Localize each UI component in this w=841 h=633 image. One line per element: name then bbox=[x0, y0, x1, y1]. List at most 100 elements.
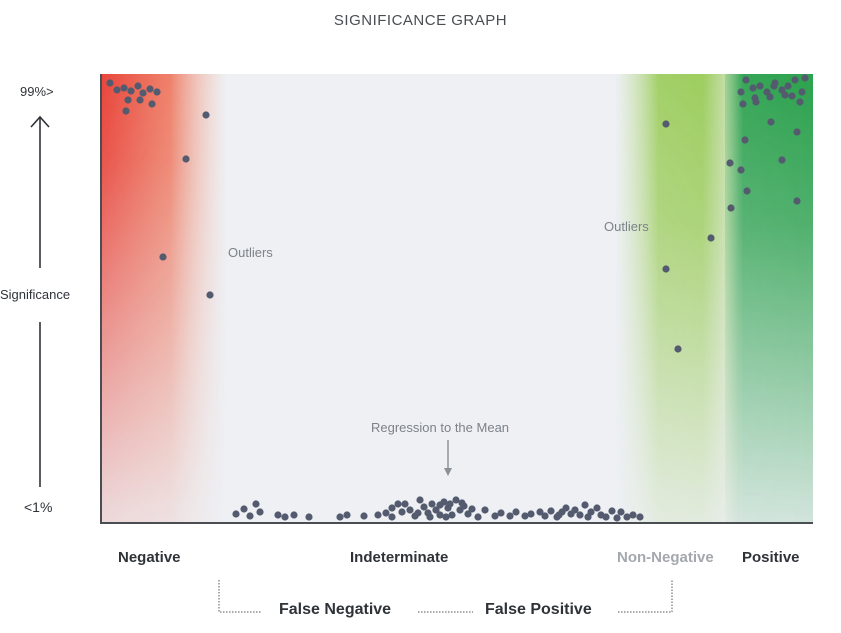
data-point bbox=[512, 508, 520, 516]
data-point bbox=[784, 82, 792, 90]
data-point bbox=[636, 513, 644, 521]
data-point bbox=[506, 512, 514, 520]
data-point bbox=[793, 197, 801, 205]
chart-title: SIGNIFICANCE GRAPH bbox=[333, 12, 508, 29]
data-point bbox=[374, 511, 382, 519]
data-point bbox=[281, 513, 289, 521]
data-point bbox=[623, 513, 631, 521]
data-point bbox=[662, 120, 670, 128]
data-point bbox=[120, 84, 128, 92]
data-point bbox=[136, 96, 144, 104]
data-point bbox=[743, 187, 751, 195]
outliers-annotation-right: Outliers bbox=[604, 219, 649, 234]
data-point bbox=[134, 82, 142, 90]
data-point bbox=[124, 96, 132, 104]
data-point bbox=[442, 513, 450, 521]
data-point bbox=[148, 100, 156, 108]
false-positive-label: False Positive bbox=[485, 601, 592, 618]
data-point bbox=[274, 511, 282, 519]
data-point bbox=[458, 499, 466, 507]
non-negative-zone bbox=[615, 74, 740, 523]
data-point bbox=[382, 509, 390, 517]
data-point bbox=[432, 506, 440, 514]
data-point bbox=[571, 506, 579, 514]
y-axis-label: Significance bbox=[0, 287, 71, 302]
false-negative-bracket-left bbox=[218, 580, 262, 613]
data-point bbox=[406, 506, 414, 514]
data-point bbox=[146, 85, 154, 93]
data-point bbox=[788, 92, 796, 100]
data-point bbox=[464, 510, 472, 518]
data-point bbox=[742, 76, 750, 84]
data-point bbox=[756, 82, 764, 90]
data-point bbox=[416, 496, 424, 504]
data-point bbox=[394, 500, 402, 508]
data-point bbox=[481, 506, 489, 514]
data-point bbox=[562, 504, 570, 512]
zone-label-negative: Negative bbox=[118, 549, 181, 566]
data-point bbox=[751, 94, 759, 102]
data-point bbox=[796, 98, 804, 106]
data-point bbox=[252, 500, 260, 508]
data-point bbox=[468, 505, 476, 513]
data-point bbox=[139, 89, 147, 97]
data-point bbox=[602, 513, 610, 521]
data-point bbox=[739, 100, 747, 108]
data-point bbox=[766, 93, 774, 101]
data-point bbox=[127, 87, 135, 95]
data-point bbox=[662, 265, 670, 273]
data-point bbox=[202, 111, 210, 119]
data-point bbox=[576, 511, 584, 519]
data-point bbox=[491, 512, 499, 520]
data-point bbox=[256, 508, 264, 516]
data-point bbox=[240, 505, 248, 513]
data-point bbox=[474, 513, 482, 521]
data-point bbox=[106, 79, 114, 87]
data-point bbox=[536, 508, 544, 516]
data-point bbox=[737, 88, 745, 96]
data-point bbox=[401, 500, 409, 508]
positive-zone bbox=[725, 74, 813, 523]
data-point bbox=[426, 513, 434, 521]
data-point bbox=[727, 204, 735, 212]
data-point bbox=[629, 511, 637, 519]
data-point bbox=[541, 512, 549, 520]
data-point bbox=[290, 511, 298, 519]
data-point bbox=[497, 509, 505, 517]
zone-label-non-negative: Non-Negative bbox=[617, 549, 714, 566]
data-point bbox=[398, 508, 406, 516]
data-point bbox=[608, 507, 616, 515]
data-point bbox=[791, 76, 799, 84]
data-point bbox=[428, 500, 436, 508]
data-point bbox=[336, 513, 344, 521]
outliers-annotation-left: Outliers bbox=[228, 245, 273, 260]
data-point bbox=[521, 512, 529, 520]
data-point bbox=[360, 512, 368, 520]
regression-annotation: Regression to the Mean bbox=[371, 420, 510, 435]
data-point bbox=[246, 512, 254, 520]
data-point bbox=[798, 88, 806, 96]
data-point bbox=[707, 234, 715, 242]
data-point bbox=[452, 496, 460, 504]
y-tick-top: 99%> bbox=[20, 84, 54, 99]
data-point bbox=[581, 501, 589, 509]
data-point bbox=[767, 118, 775, 126]
data-point bbox=[182, 155, 190, 163]
negative-zone bbox=[101, 74, 227, 523]
y-tick-bottom: <1% bbox=[24, 499, 53, 515]
data-point bbox=[436, 501, 444, 509]
data-point bbox=[613, 514, 621, 522]
data-point bbox=[674, 345, 682, 353]
data-point bbox=[446, 500, 454, 508]
data-point bbox=[741, 136, 749, 144]
data-point bbox=[414, 509, 422, 517]
data-point bbox=[153, 88, 161, 96]
data-point bbox=[343, 511, 351, 519]
data-point bbox=[801, 74, 809, 82]
data-point bbox=[448, 511, 456, 519]
data-point bbox=[527, 510, 535, 518]
false-positive-bracket-right bbox=[618, 580, 673, 613]
data-points bbox=[106, 74, 809, 522]
data-point bbox=[159, 253, 167, 261]
